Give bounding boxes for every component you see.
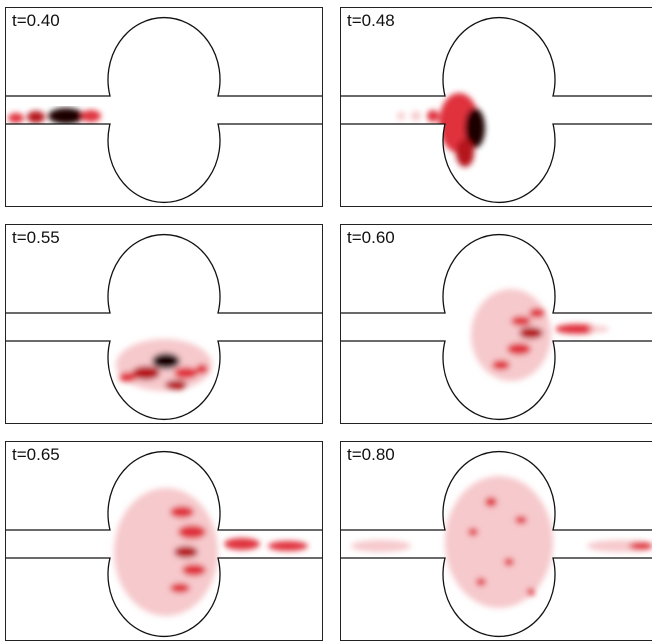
wave-density — [397, 93, 485, 167]
billiard-boundary — [6, 17, 322, 203]
billiard-boundary — [341, 451, 652, 637]
billiard-diagram — [341, 451, 652, 637]
billiard-boundary — [6, 451, 322, 637]
billiard-diagram — [6, 451, 322, 637]
time-label: t=0.40 — [12, 11, 60, 30]
wave-density — [351, 476, 652, 608]
panel-t055: t=0.55 — [5, 224, 323, 424]
wave-density — [116, 339, 212, 391]
panel-t065: t=0.65 — [5, 441, 323, 641]
panel-t040: t=0.40 — [5, 7, 323, 207]
time-label: t=0.80 — [347, 445, 395, 464]
billiard-boundary — [6, 234, 322, 420]
wave-density — [8, 108, 101, 124]
wave-density — [471, 289, 609, 381]
time-label: t=0.48 — [347, 11, 395, 30]
time-label: t=0.55 — [12, 228, 60, 247]
panel-t048: t=0.48 — [340, 7, 652, 207]
billiard-diagram — [6, 17, 322, 203]
panel-t080: t=0.80 — [340, 441, 652, 641]
wave-density — [114, 488, 308, 616]
billiard-diagram — [341, 17, 652, 203]
panel-t060: t=0.60 — [340, 224, 652, 424]
billiard-diagram — [6, 234, 322, 420]
time-label: t=0.60 — [347, 228, 395, 247]
time-label: t=0.65 — [12, 445, 60, 464]
billiard-boundary — [341, 17, 652, 203]
billiard-boundary — [341, 234, 652, 420]
billiard-diagram — [341, 234, 652, 420]
